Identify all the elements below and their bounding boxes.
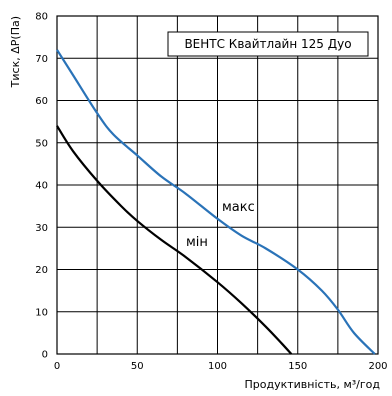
chart-title-box: ВЕНТС Квайтлайн 125 Дуо <box>167 31 369 57</box>
x-tick-label: 150 <box>288 361 307 372</box>
x-tick-label: 50 <box>131 361 144 372</box>
y-tick-label: 20 <box>35 265 48 276</box>
y-tick-label: 40 <box>35 181 48 192</box>
x-axis-label: Продуктивність, м³/год <box>245 378 381 391</box>
series-line-min <box>56 125 293 355</box>
series-layer <box>56 49 376 355</box>
grid-lines <box>56 15 379 355</box>
y-axis-label: Тиск, ΔР(Па) <box>9 16 22 88</box>
chart-title: ВЕНТС Квайтлайн 125 Дуо <box>184 37 351 51</box>
y-tick-label: 60 <box>35 96 48 107</box>
plot-border <box>56 15 379 355</box>
series-label-min: мін <box>186 235 208 250</box>
y-tick-label: 80 <box>35 12 48 23</box>
series-line-max <box>56 49 376 355</box>
y-tick-label: 30 <box>35 223 48 234</box>
tick-labels: 0 50 100 150 200 0 10 20 30 40 50 60 70 80 <box>35 12 387 373</box>
y-tick-label: 0 <box>42 350 48 361</box>
y-tick-label: 10 <box>35 307 48 318</box>
y-tick-label: 70 <box>35 54 48 65</box>
plot-area-frame <box>56 15 379 355</box>
chart-title-frame <box>167 31 369 57</box>
series-label-max: макс <box>222 200 255 215</box>
x-tick-label: 0 <box>54 361 60 372</box>
x-tick-label: 200 <box>368 361 387 372</box>
y-tick-label: 50 <box>35 138 48 149</box>
x-tick-label: 100 <box>208 361 227 372</box>
